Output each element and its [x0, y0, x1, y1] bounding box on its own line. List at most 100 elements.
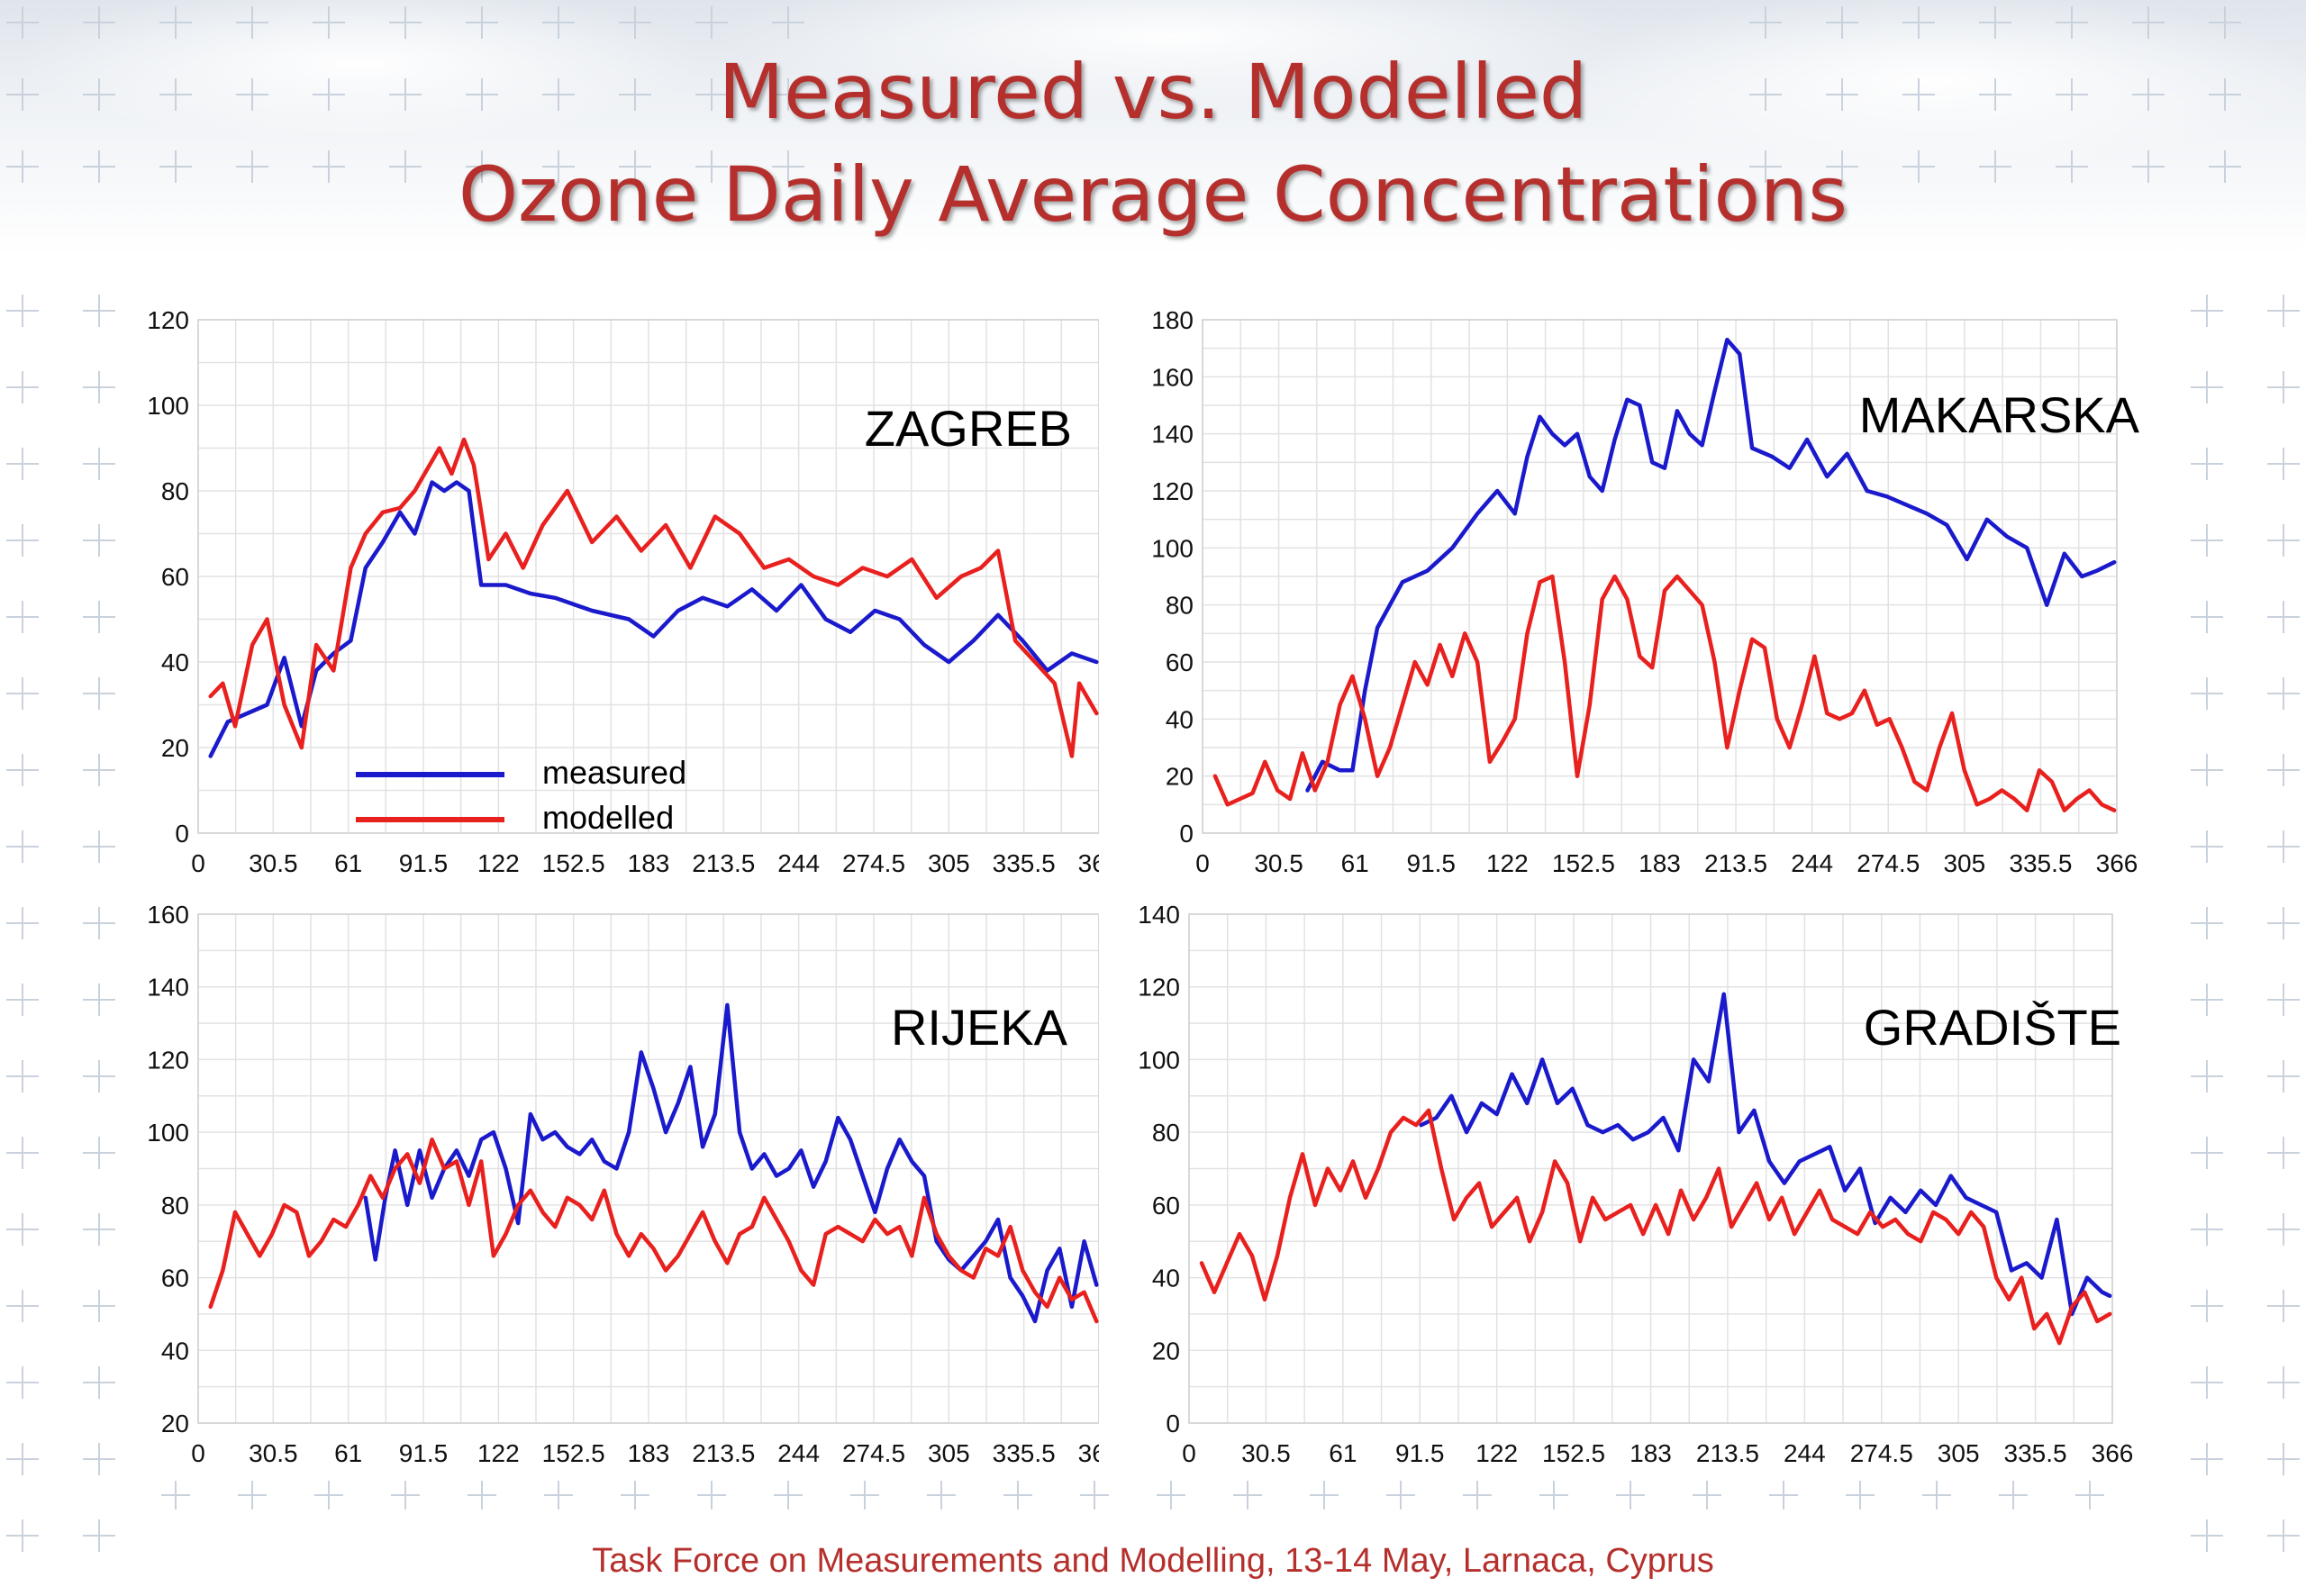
x-tick-label: 91.5: [1407, 849, 1457, 877]
y-tick-label: 120: [147, 1046, 189, 1074]
x-tick-label: 244: [777, 1439, 820, 1467]
station-label: GRADIŠTE: [1864, 999, 2121, 1056]
x-tick-label: 122: [477, 849, 520, 877]
x-tick-label: 274.5: [1850, 1439, 1913, 1467]
y-tick-label: 60: [1152, 1192, 1180, 1220]
slide-footer: Task Force on Measurements and Modelling…: [592, 1542, 1714, 1580]
x-tick-label: 0: [191, 849, 205, 877]
series-line-modelled: [208, 1137, 1099, 1324]
y-tick-label: 140: [147, 974, 189, 1002]
slide-title-line-1: Measured vs. Modelled: [718, 48, 1588, 136]
plot-frame: [197, 319, 1099, 834]
plot-area: [1202, 319, 2118, 834]
slide-title-line-2: Ozone Daily Average Concentrations: [458, 150, 1848, 239]
plot-area: [197, 319, 1099, 834]
plot-frame: [1202, 319, 2118, 834]
y-tick-label: 40: [1152, 1265, 1180, 1292]
chart-rijeka: 20 40 60 80 100 120 140 160 0 30.5 61 91.5 122 152.5 1…: [147, 901, 1099, 1467]
series-line-measured: [1305, 337, 2117, 793]
x-tick-label: 0: [1195, 849, 1210, 877]
x-tick-label: 305: [928, 1439, 970, 1467]
legend: measured modelled: [356, 754, 686, 836]
x-tick-label: 122: [1475, 1439, 1518, 1467]
series-line-measured: [208, 480, 1099, 758]
x-tick-label: 91.5: [399, 849, 449, 877]
y-tick-label: 120: [147, 306, 189, 334]
y-tick-label: 60: [1166, 648, 1194, 676]
x-tick-label: 91.5: [1395, 1439, 1445, 1467]
x-tick-label: 335.5: [2009, 849, 2072, 877]
x-tick-label: 183: [1630, 1439, 1672, 1467]
series-line-modelled: [1212, 574, 2117, 812]
x-tick-label: 335.5: [993, 1439, 1056, 1467]
series-line-modelled: [208, 437, 1099, 758]
y-tick-label: 100: [147, 392, 189, 420]
y-tick-label: 20: [161, 734, 189, 762]
x-tick-label: 61: [1341, 849, 1369, 877]
y-tick-label: 160: [1151, 363, 1194, 391]
station-label: RIJEKA: [891, 999, 1068, 1056]
x-tick-label: 366: [1078, 849, 1099, 877]
x-tick-label: 152.5: [1542, 1439, 1605, 1467]
x-tick-label: 274.5: [842, 849, 905, 877]
y-tick-label: 0: [1166, 1410, 1180, 1437]
chart-makarska: 0 20 40 60 80 100 120 140 160 180 0 30.5 61 91.5 122 15…: [1151, 306, 2139, 877]
plot-area: [1188, 913, 2113, 1424]
x-tick-label: 152.5: [1552, 849, 1615, 877]
x-tick-label: 61: [334, 849, 362, 877]
y-tick-label: 60: [161, 563, 189, 591]
decorative-crosses: [6, 6, 2300, 1552]
x-tick-label: 152.5: [542, 1439, 605, 1467]
y-tick-label: 0: [175, 820, 189, 848]
y-tick-label: 60: [161, 1265, 189, 1292]
y-tick-label: 100: [1138, 1046, 1180, 1074]
plot-area: [197, 913, 1099, 1424]
y-tick-label: 120: [1151, 477, 1194, 505]
x-tick-label: 61: [1329, 1439, 1357, 1467]
y-tick-label: 80: [1152, 1119, 1180, 1147]
x-tick-label: 244: [1784, 1439, 1826, 1467]
x-tick-label: 183: [628, 849, 670, 877]
y-tick-label: 160: [147, 901, 189, 929]
plot-frame: [1188, 913, 2113, 1424]
y-tick-label: 40: [161, 648, 189, 676]
y-tick-label: 120: [1138, 974, 1180, 1002]
chart-gradiste: 0 20 40 60 80 100 120 140 0 30.5 61 91.5 122 152.5 183…: [1138, 901, 2134, 1467]
y-tick-label: 100: [147, 1119, 189, 1147]
x-tick-label: 305: [928, 849, 970, 877]
y-tick-label: 40: [161, 1337, 189, 1365]
y-tick-label: 20: [161, 1410, 189, 1437]
x-tick-label: 0: [191, 1439, 205, 1467]
x-tick-label: 213.5: [692, 1439, 755, 1467]
x-tick-label: 30.5: [249, 1439, 298, 1467]
series-line-measured: [1419, 992, 2112, 1317]
station-label: ZAGREB: [865, 400, 1072, 457]
x-tick-label: 244: [1791, 849, 1833, 877]
y-tick-label: 80: [161, 1192, 189, 1220]
x-tick-label: 366: [2092, 1439, 2134, 1467]
x-tick-label: 122: [477, 1439, 520, 1467]
y-tick-label: 40: [1166, 705, 1194, 733]
y-tick-label: 100: [1151, 534, 1194, 562]
x-tick-label: 213.5: [1696, 1439, 1759, 1467]
x-tick-label: 305: [1943, 849, 1985, 877]
x-tick-label: 335.5: [993, 849, 1056, 877]
x-tick-label: 152.5: [542, 849, 605, 877]
x-tick-label: 213.5: [1704, 849, 1767, 877]
x-tick-label: 274.5: [842, 1439, 905, 1467]
x-tick-label: 366: [2096, 849, 2138, 877]
x-tick-label: 213.5: [692, 849, 755, 877]
y-tick-label: 0: [1179, 820, 1194, 848]
y-tick-label: 20: [1152, 1337, 1180, 1365]
x-tick-label: 183: [628, 1439, 670, 1467]
x-tick-label: 30.5: [1241, 1439, 1291, 1467]
x-tick-label: 244: [777, 849, 820, 877]
x-tick-label: 30.5: [249, 849, 298, 877]
x-tick-label: 30.5: [1254, 849, 1303, 877]
x-tick-label: 305: [1938, 1439, 1980, 1467]
x-tick-label: 122: [1486, 849, 1529, 877]
plot-frame: [197, 913, 1099, 1424]
y-tick-label: 80: [1166, 592, 1194, 620]
x-tick-label: 91.5: [399, 1439, 449, 1467]
